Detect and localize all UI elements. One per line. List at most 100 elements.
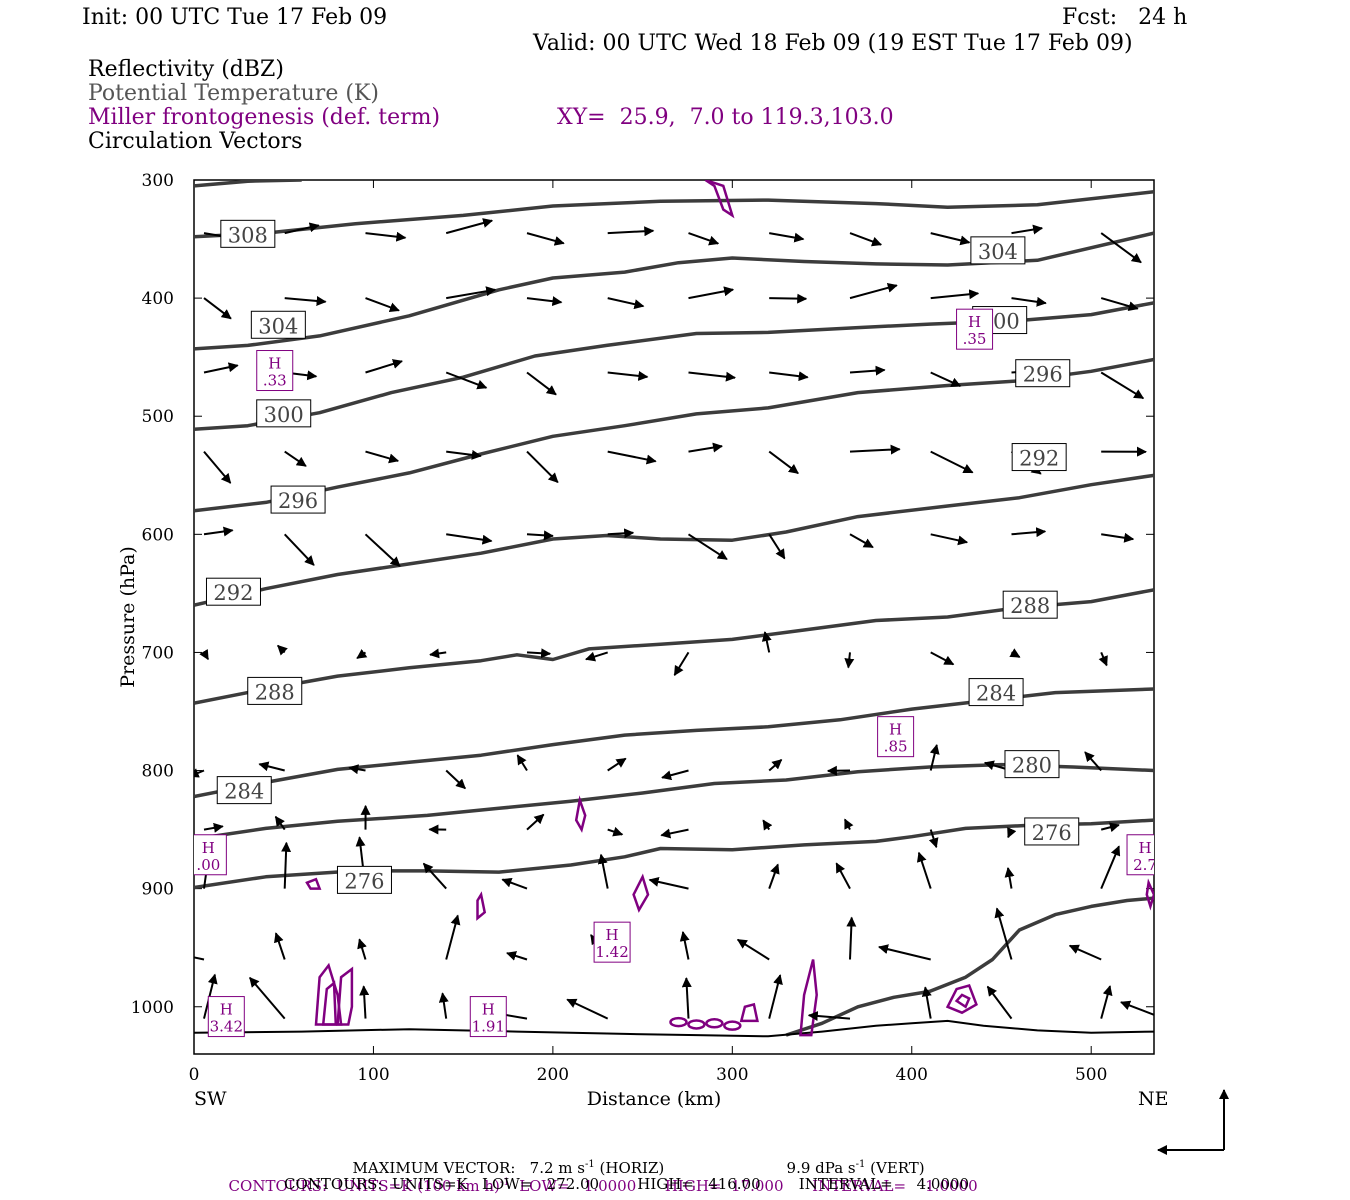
circulation-vector [849, 533, 874, 549]
circulation-vector [1004, 867, 1015, 889]
y-axis-title: Pressure (hPa) [117, 546, 139, 688]
circulation-vector [607, 826, 624, 837]
frontogenesis-max-value: .33 [263, 372, 287, 390]
circulation-vector [681, 977, 692, 1019]
circulation-vector [929, 744, 940, 771]
cross-section-xy: XY= 25.9, 7.0 to 119.3,103.0 [557, 105, 894, 130]
circulation-vector [1100, 371, 1145, 400]
frontogenesis-contour [705, 1018, 724, 1029]
theta-label-box [1015, 359, 1071, 388]
circulation-vector [348, 764, 366, 775]
circulation-vector [768, 863, 780, 889]
max-vector-sup: -1 [585, 1159, 595, 1170]
frontogenesis-max-h: H [268, 355, 281, 373]
y-tick-label: 700 [142, 643, 174, 663]
circulation-vector [930, 371, 962, 388]
theta-label-box [220, 219, 276, 248]
theta-label-box [216, 776, 272, 805]
frontogenesis-max-box [469, 996, 507, 1038]
circulation-vector [679, 931, 690, 960]
circulation-vector [501, 877, 528, 890]
footer-contours-front: CONTOURS: UNITS=K (100 km h)-1 LOW= 1.00… [219, 1157, 978, 1195]
theta-label-box [247, 676, 303, 705]
circulation-vector [597, 853, 609, 889]
theta-label-box [250, 310, 306, 339]
theta-label-box [1002, 590, 1058, 619]
theta-label: 288 [1010, 594, 1050, 618]
circulation-vector [526, 648, 552, 659]
frontogenesis-max-box [593, 921, 631, 963]
frontogenesis-contour [687, 1019, 706, 1030]
frontogenesis-max-value: 1.91 [472, 1018, 505, 1036]
theta-label: 292 [213, 581, 253, 605]
frontogenesis-contour [704, 180, 735, 219]
frontogenesis-contour [739, 1002, 759, 1023]
circulation-vector [688, 442, 723, 453]
circulation-vector [277, 644, 288, 656]
theta-label: 292 [1019, 447, 1059, 471]
frontogenesis-contour [336, 966, 354, 1026]
frontogenesis-max-h: H [968, 313, 981, 331]
frontogenesis-max-h: H [606, 926, 619, 944]
circulation-vector [1164, 830, 1179, 834]
contours1-sup: -1 [499, 1177, 510, 1188]
circulation-vector [359, 985, 370, 1019]
theta-label: 280 [1012, 754, 1052, 778]
circulation-vector [283, 533, 315, 566]
frontogenesis-contour [476, 891, 487, 921]
circulation-vector [928, 829, 939, 849]
circulation-vector [258, 761, 285, 772]
theta-label: 284 [976, 682, 1016, 706]
x-tick-label: 0 [189, 1065, 200, 1085]
forecast-hour: Fcst: 24 h [1062, 5, 1188, 30]
frontogenesis-max-box [1126, 834, 1154, 876]
circulation-vector [446, 533, 493, 545]
theta-contour [194, 357, 1154, 513]
circulation-vector [769, 293, 808, 304]
circulation-vector [761, 631, 772, 653]
frontogenesis-contour [669, 1016, 688, 1028]
frontogenesis-max-value: 3.42 [210, 1018, 243, 1036]
x-left-label: SW [194, 1088, 227, 1110]
contours1-text: CONTOURS: UNITS=K (100 km h) [228, 1177, 500, 1195]
circulation-vector [194, 956, 205, 961]
frontogenesis-contour [632, 873, 650, 913]
frontogenesis-max-h: H [889, 721, 902, 739]
circulation-vector [769, 232, 805, 243]
theta-label: 296 [1023, 363, 1063, 387]
circulation-vector [769, 371, 809, 382]
vert-sup: -1 [855, 1159, 866, 1170]
theta-label-box [1011, 443, 1067, 472]
circulation-vector [607, 528, 635, 539]
circulation-vector [1011, 224, 1044, 235]
frontogenesis-max-box [956, 308, 994, 350]
circulation-vector [688, 232, 720, 246]
frontogenesis-contour [945, 983, 978, 1015]
circulation-vector [526, 450, 559, 484]
frontogenesis-max-h: H [1138, 839, 1151, 857]
circulation-vector [673, 651, 690, 676]
circulation-vector [1100, 985, 1113, 1019]
theta-label: 288 [255, 680, 295, 704]
circulation-vector [878, 944, 931, 961]
theta-label: 296 [278, 489, 318, 513]
circulation-vector [1100, 232, 1142, 264]
circulation-vector [768, 450, 799, 475]
circulation-vector [688, 286, 735, 300]
circulation-vector [768, 974, 783, 1019]
circulation-vector [506, 951, 528, 961]
legend-vectors: Circulation Vectors [88, 129, 303, 154]
theta-label-box [270, 485, 326, 514]
theta-label-box [205, 577, 261, 606]
circulation-vector [1100, 297, 1139, 311]
circulation-vector [526, 530, 554, 541]
circulation-vector [274, 932, 286, 960]
circulation-vector [660, 828, 689, 839]
circulation-vector [445, 218, 494, 235]
circulation-vector [607, 297, 645, 310]
x-tick-label: 400 [896, 1065, 928, 1085]
circulation-vector [849, 444, 901, 455]
circulation-vector [1084, 751, 1102, 772]
theta-label-box [256, 399, 312, 428]
circulation-vector [445, 914, 461, 960]
